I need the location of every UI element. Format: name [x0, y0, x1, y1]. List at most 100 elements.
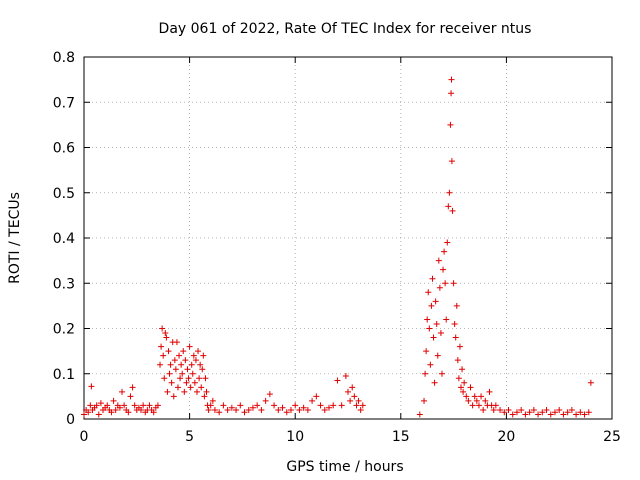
data-point — [438, 370, 445, 377]
data-point — [159, 325, 166, 332]
data-point — [448, 90, 455, 97]
data-point — [334, 377, 341, 384]
x-tick-label: 25 — [603, 429, 621, 445]
data-point — [162, 330, 169, 337]
data-point — [279, 404, 286, 411]
data-point — [357, 406, 364, 413]
data-point — [170, 393, 177, 400]
data-point — [321, 406, 328, 413]
data-point — [140, 402, 147, 409]
data-point — [125, 409, 132, 416]
data-point — [443, 316, 450, 323]
data-point — [526, 409, 533, 416]
data-point — [189, 370, 196, 377]
data-point — [173, 339, 180, 346]
data-point — [440, 266, 447, 273]
data-point — [203, 388, 210, 395]
data-point — [435, 257, 442, 264]
data-point — [522, 411, 529, 418]
data-point — [467, 384, 474, 391]
data-point — [431, 379, 438, 386]
data-point — [486, 388, 493, 395]
data-point — [108, 409, 115, 416]
y-tick-label: 0.1 — [53, 367, 75, 383]
data-point — [452, 334, 459, 341]
data-point — [121, 402, 128, 409]
data-point — [478, 393, 485, 400]
data-point — [424, 316, 431, 323]
data-point — [480, 406, 487, 413]
data-point — [190, 352, 197, 359]
data-point — [154, 402, 161, 409]
data-point — [441, 248, 448, 255]
data-point — [201, 393, 208, 400]
data-point — [292, 402, 299, 409]
data-point — [450, 280, 457, 287]
data-point — [275, 406, 282, 413]
data-point — [505, 406, 512, 413]
data-point — [530, 406, 537, 413]
data-point — [416, 411, 423, 418]
x-tick-label: 5 — [185, 429, 194, 445]
y-tick-label: 0 — [66, 412, 75, 428]
data-point — [182, 357, 189, 364]
data-point — [434, 352, 441, 359]
x-tick-label: 0 — [80, 429, 89, 445]
data-point — [179, 370, 186, 377]
data-point — [174, 384, 181, 391]
data-point — [129, 384, 136, 391]
data-point — [184, 366, 191, 373]
data-point — [490, 406, 497, 413]
data-point — [161, 375, 168, 382]
data-point — [287, 406, 294, 413]
data-point — [459, 366, 466, 373]
data-point — [564, 409, 571, 416]
data-point — [338, 402, 345, 409]
data-point — [163, 334, 170, 341]
data-point — [81, 411, 87, 418]
data-point — [112, 406, 119, 413]
data-point — [241, 409, 248, 416]
data-point — [262, 397, 269, 404]
data-point — [116, 404, 123, 411]
data-point — [88, 383, 95, 390]
data-point — [200, 352, 207, 359]
data-point — [448, 76, 455, 83]
data-point — [426, 325, 433, 332]
data-point — [577, 409, 584, 416]
data-point — [587, 379, 594, 386]
data-point — [573, 411, 580, 418]
data-point — [581, 411, 588, 418]
data-point — [330, 402, 337, 409]
data-point — [444, 239, 451, 246]
data-point — [513, 409, 520, 416]
y-tick-label: 0.2 — [53, 322, 75, 338]
data-point — [258, 406, 265, 413]
data-point — [171, 357, 178, 364]
data-point — [283, 409, 290, 416]
data-point — [245, 406, 252, 413]
data-points — [81, 76, 594, 418]
data-point — [560, 411, 567, 418]
data-point — [97, 400, 104, 407]
y-tick-label: 0.4 — [53, 231, 75, 247]
data-point — [475, 402, 482, 409]
data-point — [304, 406, 311, 413]
data-point — [518, 406, 525, 413]
data-point — [585, 409, 592, 416]
data-point — [85, 409, 92, 416]
data-point — [138, 406, 145, 413]
data-point — [165, 348, 172, 355]
data-point — [427, 361, 434, 368]
data-point — [181, 388, 188, 395]
data-point — [166, 370, 173, 377]
data-point — [188, 361, 195, 368]
data-point — [207, 402, 214, 409]
data-point — [110, 397, 117, 404]
data-point — [254, 402, 261, 409]
data-point — [187, 384, 194, 391]
data-point — [158, 343, 165, 350]
data-point — [430, 334, 437, 341]
data-point — [456, 343, 463, 350]
